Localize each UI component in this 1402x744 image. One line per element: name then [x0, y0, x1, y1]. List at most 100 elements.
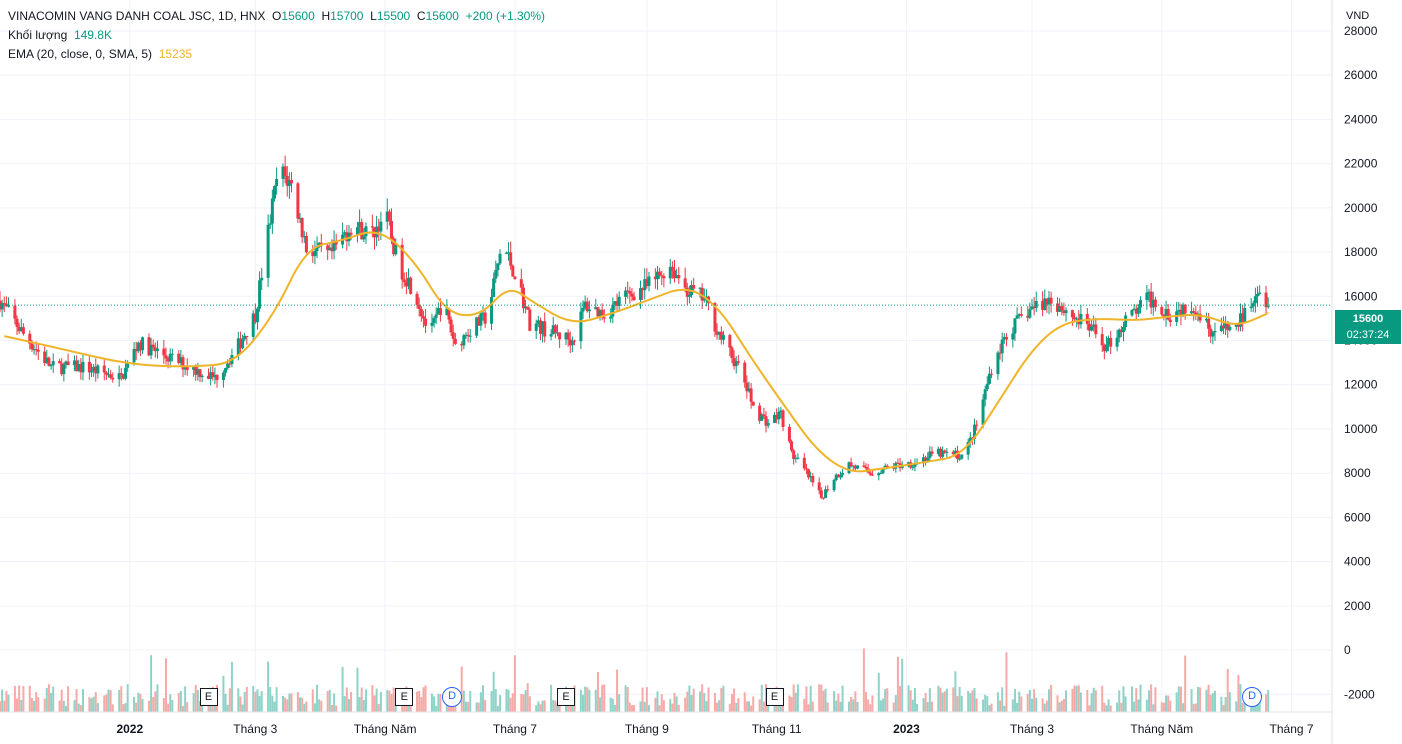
- volume-bar: [688, 685, 691, 712]
- volume-bar: [1190, 688, 1193, 712]
- price-tick-label: 4000: [1344, 555, 1371, 569]
- candle-body: [245, 335, 249, 337]
- volume-bar: [1020, 696, 1023, 712]
- volume-bar: [1135, 688, 1138, 712]
- candle-body: [281, 166, 285, 179]
- candle-body: [481, 312, 485, 314]
- earnings-marker[interactable]: E: [395, 688, 414, 706]
- volume-bar: [511, 693, 514, 712]
- candle-body: [581, 307, 585, 312]
- candle-body: [685, 287, 689, 297]
- candle-body: [536, 320, 540, 324]
- volume-bar: [909, 690, 912, 712]
- price-tick-label: 20000: [1344, 201, 1378, 215]
- candle-body: [96, 365, 100, 374]
- candle-body: [1070, 310, 1074, 318]
- candle-body: [34, 349, 38, 351]
- earnings-marker[interactable]: E: [556, 688, 575, 706]
- candle-body: [760, 414, 764, 421]
- candle-body: [1058, 306, 1062, 312]
- high-value: 15700: [330, 9, 364, 23]
- volume-bar: [750, 705, 753, 712]
- candle-body: [524, 306, 528, 309]
- candle-body: [64, 361, 68, 365]
- candle-body: [370, 226, 374, 228]
- volume-bar: [1239, 684, 1242, 712]
- volume-bar: [375, 688, 378, 712]
- volume-bar: [660, 694, 663, 712]
- volume-bar: [1148, 690, 1151, 712]
- candle-body: [968, 437, 972, 442]
- candle-body: [1209, 328, 1213, 337]
- volume-bar: [854, 691, 857, 712]
- candle-body: [945, 451, 949, 453]
- volume-bar: [313, 703, 316, 712]
- candle-body: [660, 275, 664, 277]
- candle-body: [513, 276, 517, 280]
- price-tick-label: 6000: [1344, 510, 1371, 524]
- volume-bar: [1256, 701, 1259, 712]
- volume-bar: [662, 700, 665, 712]
- candle-body: [824, 489, 828, 498]
- volume-bar: [462, 690, 465, 712]
- volume-bar: [390, 693, 393, 712]
- volume-bar: [360, 687, 363, 712]
- volume-bar: [437, 693, 440, 712]
- candle-body: [751, 401, 755, 406]
- volume-bar: [252, 686, 255, 712]
- volume-bar: [1090, 693, 1093, 712]
- candle-body: [1032, 306, 1036, 309]
- dividend-marker[interactable]: D: [442, 687, 463, 707]
- volume-bar: [386, 690, 389, 712]
- volume-bar: [47, 684, 50, 712]
- candle-body: [1028, 309, 1032, 318]
- candle-body: [166, 358, 170, 362]
- volume-bar: [522, 694, 525, 712]
- volume-bar: [424, 685, 427, 712]
- candle-body: [998, 352, 1002, 354]
- candle-body: [1153, 299, 1157, 308]
- candle-body: [49, 365, 53, 367]
- candle-body: [283, 166, 287, 176]
- candle-body: [468, 335, 472, 337]
- candle-body: [1119, 329, 1123, 333]
- volume-bar: [122, 704, 125, 712]
- volume-bar: [133, 696, 136, 712]
- volume-bar: [1013, 689, 1016, 712]
- volume-bar: [1165, 695, 1168, 712]
- price-tick-label: -2000: [1344, 687, 1375, 701]
- volume-bar: [1041, 698, 1044, 712]
- volume-bar: [286, 699, 289, 712]
- earnings-marker[interactable]: E: [199, 688, 218, 706]
- volume-bar: [928, 688, 931, 712]
- candle-body: [773, 414, 777, 423]
- candle-body: [885, 465, 889, 467]
- time-tick-label: 2022: [116, 722, 143, 736]
- legend-ema[interactable]: EMA (20, close, 0, SMA, 5) 15235: [8, 46, 192, 62]
- volume-bar: [1079, 692, 1082, 712]
- low-value: 15500: [376, 9, 411, 23]
- volume-bar: [16, 698, 19, 712]
- earnings-marker[interactable]: E: [765, 688, 784, 706]
- volume-bar: [1209, 694, 1212, 712]
- volume-bar: [343, 696, 346, 712]
- candle-body: [790, 441, 794, 451]
- candle-body: [1107, 337, 1111, 345]
- candle-body: [698, 287, 702, 289]
- candle-body: [221, 372, 225, 380]
- candle-body: [983, 389, 987, 400]
- volume-bar: [841, 685, 844, 712]
- legend-volume[interactable]: Khối lượng 149.8K: [8, 27, 112, 43]
- volume-bar: [899, 686, 902, 712]
- candle-body: [579, 311, 583, 342]
- volume-bar: [552, 700, 555, 712]
- volume-bar: [1056, 695, 1059, 712]
- dividend-marker[interactable]: D: [1242, 687, 1263, 707]
- candle-body: [809, 476, 813, 478]
- candle-body: [183, 366, 187, 370]
- volume-bar: [884, 689, 887, 712]
- volume-bar: [528, 696, 531, 712]
- volume-bar: [1001, 687, 1004, 712]
- candle-body: [987, 373, 991, 384]
